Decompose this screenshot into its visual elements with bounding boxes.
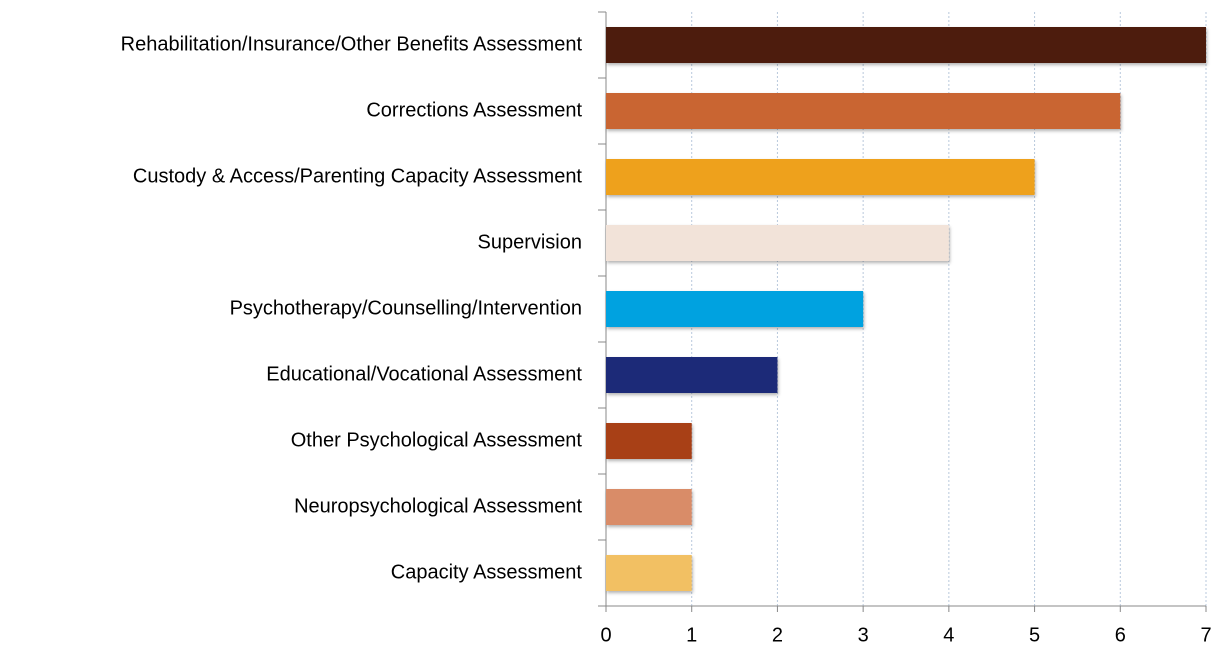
y-tick-label: Psychotherapy/Counselling/Intervention xyxy=(230,297,582,319)
x-tick-label: 3 xyxy=(858,624,869,646)
x-tick-label: 0 xyxy=(600,624,611,646)
x-tick-label: 2 xyxy=(772,624,783,646)
y-tick-label: Supervision xyxy=(477,231,582,253)
bar xyxy=(606,159,1035,195)
x-tick-label: 4 xyxy=(943,624,954,646)
x-tick-label: 1 xyxy=(686,624,697,646)
x-tick-label: 6 xyxy=(1115,624,1126,646)
y-tick-label: Rehabilitation/Insurance/Other Benefits … xyxy=(121,33,583,55)
bar xyxy=(606,27,1206,63)
y-tick-label: Neuropsychological Assessment xyxy=(294,495,582,517)
x-tick-label: 7 xyxy=(1200,624,1211,646)
y-tick-label: Corrections Assessment xyxy=(366,99,582,121)
bar xyxy=(606,93,1121,129)
bar xyxy=(606,357,778,393)
y-tick-label: Capacity Assessment xyxy=(391,561,583,583)
bar xyxy=(606,291,864,327)
bar xyxy=(606,225,949,261)
y-tick-label: Educational/Vocational Assessment xyxy=(266,363,582,385)
bar xyxy=(606,423,692,459)
bar xyxy=(606,489,692,525)
bar xyxy=(606,555,692,591)
y-tick-label: Other Psychological Assessment xyxy=(291,429,583,451)
y-tick-label: Custody & Access/Parenting Capacity Asse… xyxy=(133,165,583,187)
x-tick-label: 5 xyxy=(1029,624,1040,646)
